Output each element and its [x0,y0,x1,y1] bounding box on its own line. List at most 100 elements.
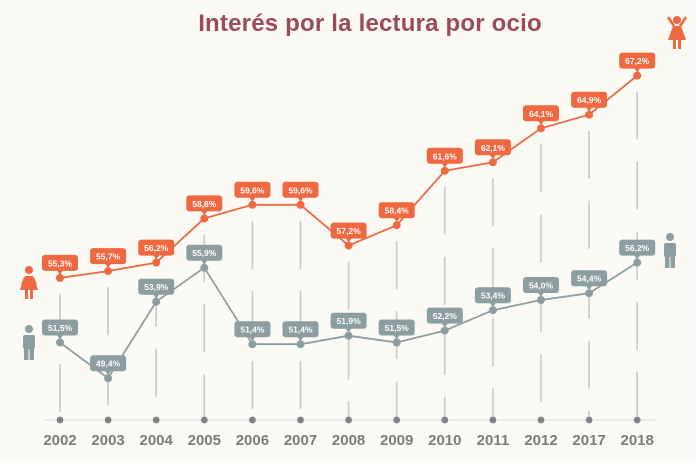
leg [665,256,670,268]
data-label-box [90,355,127,372]
data-label-pointer [586,285,593,291]
data-label-pointer [441,163,448,168]
data-label-text: 53,4% [481,291,506,301]
data-label-text: 58,4% [385,206,410,216]
x-tick-label: 2006 [236,432,269,449]
data-label-box [330,222,367,239]
data-label-pointer [489,302,496,308]
data-label-text: 67,2% [625,56,650,66]
data-point [200,214,209,223]
x-tick-label: 2008 [332,432,365,449]
data-point [440,166,449,175]
data-label: 51,4% [282,321,319,342]
x-tick-label: 2004 [140,432,174,449]
head [673,16,681,24]
data-label-box [42,254,78,271]
x-tick-label: 2011 [477,432,510,449]
data-label: 49,4% [90,355,127,376]
data-label: 56,2% [138,239,175,260]
head [25,325,33,333]
x-tick-label: 2002 [43,432,76,449]
leg [24,348,29,360]
data-label-text: 61,6% [433,151,458,161]
data-label-box [474,139,511,156]
data-point [344,331,353,340]
arm [21,277,26,286]
data-label: 67,2% [619,52,656,73]
leg [29,348,34,360]
data-label-pointer [538,292,544,297]
x-tick-dot [489,416,497,424]
data-label-pointer [249,336,256,342]
data-label: 55,7% [90,248,127,269]
data-label: 54,4% [571,270,608,291]
data-label-pointer [201,210,208,216]
data-label-box [42,319,78,336]
data-point [200,263,209,272]
data-label-pointer [105,263,112,269]
data-label-text: 51,5% [385,323,410,333]
data-label-pointer [489,154,496,160]
x-tick-label: 2017 [572,432,605,449]
data-label-text: 55,3% [48,258,73,268]
data-label-text: 59,6% [288,185,313,195]
x-tick-dot [393,416,401,424]
data-point [585,289,594,298]
x-tick-dot [585,416,593,424]
data-label-box [619,52,656,69]
x-tick-dot [441,416,449,424]
data-label-pointer [57,335,63,340]
leg [678,40,681,49]
data-label-box [378,319,415,336]
data-label-text: 49,4% [96,359,121,369]
x-tick-dot [200,416,208,424]
data-label-box [474,287,511,304]
data-point [152,297,161,306]
torso [23,335,35,349]
data-label-box [619,239,656,256]
data-label-box [186,244,223,261]
x-tick-label: 2003 [91,432,124,449]
head [666,233,674,241]
leg [673,40,676,49]
data-label: 54,0% [523,277,559,297]
data-point [585,110,594,119]
x-tick-dot [249,416,256,424]
arm [667,16,675,27]
data-point [440,326,449,335]
data-label-text: 51,9% [337,316,362,326]
dress [668,26,686,40]
data-label-text: 51,4% [240,325,265,335]
data-label: 51,5% [42,319,78,340]
torso [664,243,676,257]
data-label: 58,4% [378,202,415,223]
data-point [537,296,545,304]
data-label-box [282,321,319,338]
x-tick-label: 2005 [188,432,221,449]
data-label-pointer [345,238,352,243]
arm [32,277,37,286]
data-label-pointer [634,68,641,73]
data-point [152,258,161,267]
data-label-box [234,321,271,338]
data-label-pointer [297,336,304,342]
data-label-text: 58,8% [192,199,217,209]
data-label-pointer [393,217,400,223]
x-tick-label: 2007 [284,432,317,449]
male-icon [664,233,676,268]
data-point [392,221,401,230]
x-tick-dot [537,416,545,424]
data-label: 64,9% [571,91,608,112]
data-label-pointer [153,255,160,260]
data-label: 51,9% [330,312,367,333]
data-label: 57,2% [330,222,367,243]
data-label: 58,8% [186,195,223,216]
data-label-box [426,147,463,164]
data-point [248,200,257,209]
data-label: 56,2% [619,239,656,260]
leg [670,256,675,268]
data-label-text: 57,2% [337,226,362,236]
data-label-box [426,307,463,324]
